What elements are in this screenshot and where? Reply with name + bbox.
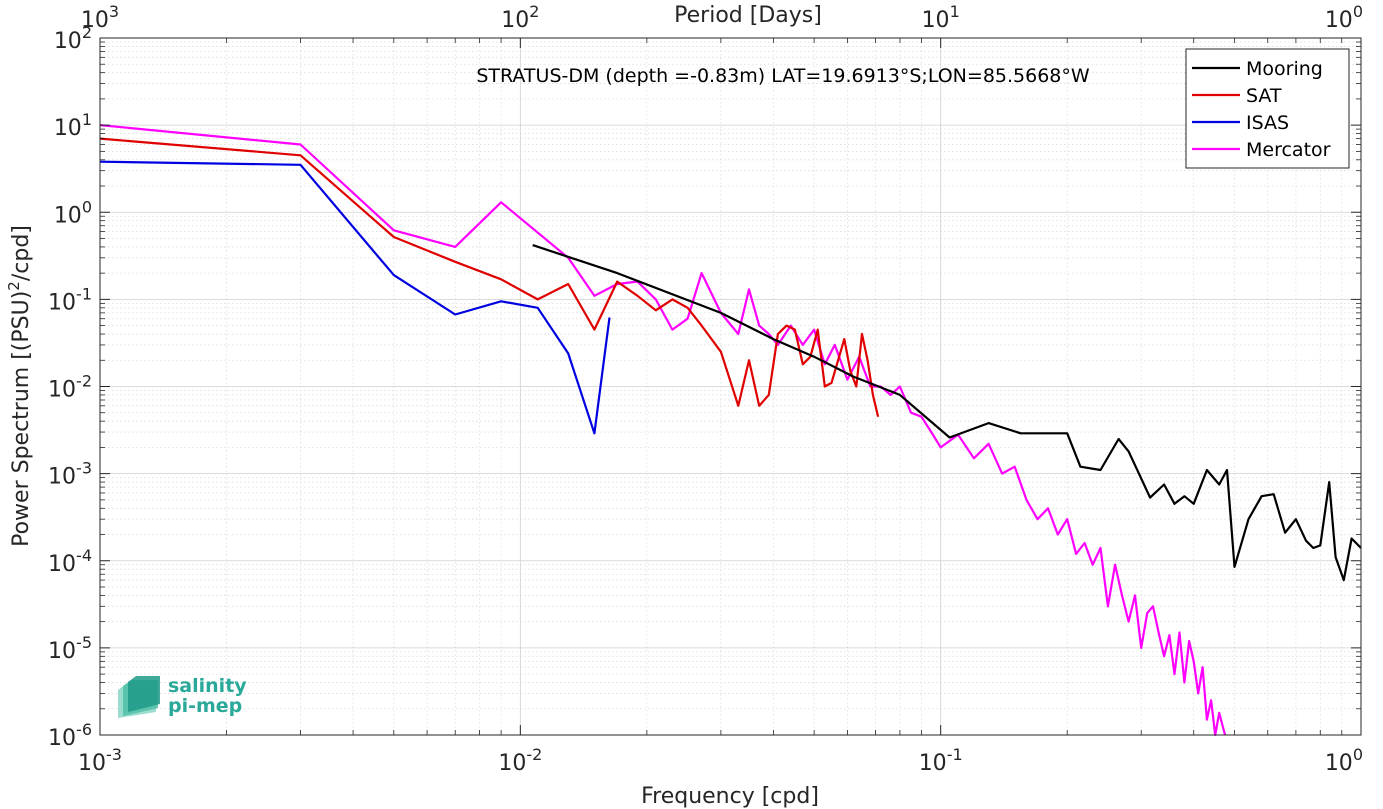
legend-label-sat: SAT: [1246, 85, 1282, 107]
x-tick-label: 10-3: [78, 745, 122, 776]
x-tick-label: 100: [1325, 745, 1363, 776]
series-layer: [99, 124, 1362, 737]
x-tick-label: 10-1: [919, 745, 963, 776]
y-tick-label: 102: [54, 23, 92, 54]
x-axis-label: Frequency [cpd]: [641, 784, 819, 809]
y-tick-label: 100: [54, 197, 92, 228]
x-tick-label: 10-2: [498, 745, 542, 776]
legend-label-isas: ISAS: [1246, 112, 1289, 134]
series-line-sat: [99, 137, 880, 417]
series-line-mooring: [532, 244, 1362, 582]
top-tick-label: 100: [1325, 2, 1363, 33]
logo-line1: salinity: [168, 675, 247, 697]
y-tick-label: 10-5: [48, 633, 92, 664]
y-tick-label: 10-4: [48, 546, 92, 577]
chart-title: STRATUS-DM (depth =-0.83m) LAT=19.6913°S…: [476, 65, 1090, 87]
legend-label-mercator: Mercator: [1246, 139, 1331, 161]
y-tick-label: 10-1: [48, 284, 92, 315]
legend: Mooring SAT ISAS Mercator: [1185, 48, 1350, 169]
y-tick-label: 10-6: [48, 720, 92, 751]
top-axis-label: Period [Days]: [674, 3, 822, 28]
salinity-pi-mep-logo: salinity pi-mep: [118, 675, 247, 718]
legend-label-mooring: Mooring: [1246, 58, 1323, 80]
top-tick-label: 103: [81, 2, 119, 33]
y-tick-label: 10-2: [48, 372, 92, 403]
series-line-mercator: [99, 124, 1227, 737]
y-tick-label: 10-3: [48, 459, 92, 490]
logo-line2: pi-mep: [168, 695, 242, 717]
top-tick-label: 102: [501, 2, 539, 33]
y-axis-label: Power Spectrum [(PSU)2/cpd]: [5, 225, 34, 547]
series-line-isas: [99, 160, 611, 435]
top-tick-label: 101: [922, 2, 960, 33]
axis-ticks: [99, 37, 1362, 736]
y-tick-label: 101: [54, 110, 92, 141]
